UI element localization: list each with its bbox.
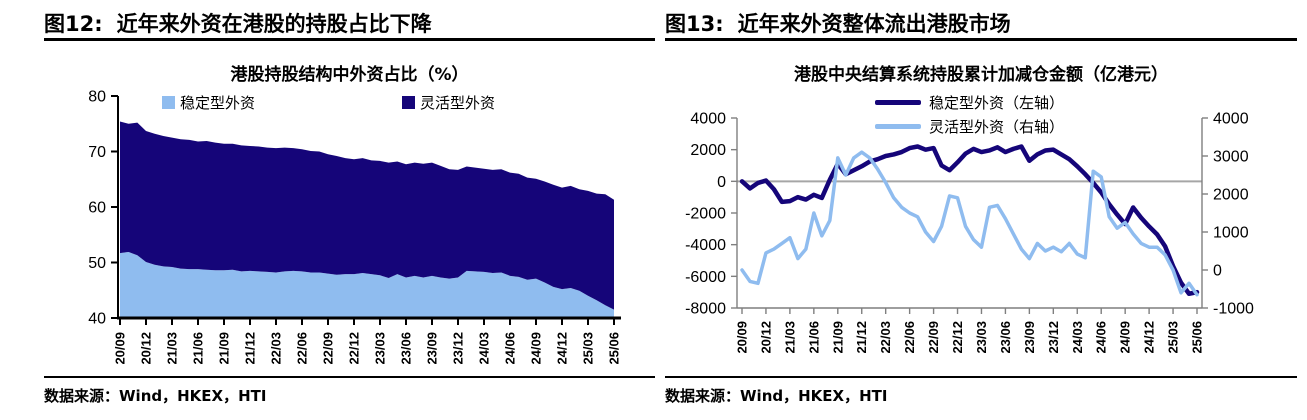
figure-12: 图12: 近年来外资在港股的持股占比下降 港股持股结构中外资占比（%） 稳定型外资… [44,8,655,412]
x-tick-label: 21/12 [243,332,258,365]
figure-13-header: 图13: 近年来外资整体流出港股市场 [665,8,1297,41]
area-flexible-foreign [120,121,614,310]
legend-label: 稳定型外资（左轴） [928,94,1064,112]
x-tick-label: 21/03 [165,332,180,365]
x-tick-label: 24/06 [1094,321,1109,354]
x-tick-label: 21/09 [830,321,845,354]
legend-right: 稳定型外资（左轴） 灵活型外资（右轴） [737,92,1202,137]
figure-13-label: 图13: [665,12,724,36]
legend-square-swatch [162,96,175,109]
legend-label: 灵活型外资（右轴） [928,118,1064,136]
y-tick-label: 80 [88,89,106,106]
line-stable-foreign [739,144,1200,296]
legend-item: 稳定型外资 [162,92,255,113]
x-tick-label: 23/09 [1022,321,1037,354]
x-tick-label: 22/06 [902,321,917,354]
dual-axis-line-chart: 4000 2000 0 -2000 -4000 -6000 -8000 4000 3000 200… [685,111,1254,354]
x-tick-label: 23/09 [425,332,440,365]
right-y-tick-label: 2000 [1213,187,1249,204]
x-tick-label: 24/12 [555,332,570,365]
source-prefix: 数据来源： [44,387,120,405]
x-tick-label: 22/12 [950,321,965,354]
area-stable-foreign [120,251,614,318]
legend-square-swatch [402,96,415,109]
x-tick-label: 24/12 [1142,321,1157,354]
chart-title-right: 港股中央结算系统持股累计加减仓金额（亿港元） [794,65,1168,85]
figure-12-header: 图12: 近年来外资在港股的持股占比下降 [44,8,655,41]
x-tick-label: 22/12 [347,332,362,365]
x-tick-label: 22/06 [295,332,310,365]
x-tick-label: 25/06 [1190,321,1205,354]
x-tick-label: 23/12 [1046,321,1061,354]
x-tick-label: 25/03 [1166,321,1181,354]
left-y-tick-label: -8000 [685,301,726,318]
x-tick-label: 23/06 [399,332,414,365]
source-text: Wind，HKEX，HTI [119,387,267,405]
y-tick-label: 40 [88,311,106,328]
right-y-tick-label: 0 [1213,263,1222,280]
x-tick-label: 23/06 [998,321,1013,354]
left-y-tick-label: 0 [717,174,726,191]
source-prefix: 数据来源： [665,387,741,405]
x-tick-label: 23/12 [451,332,466,365]
x-tick-label: 24/09 [1118,321,1133,354]
legend-left: 稳定型外资 灵活型外资 [44,92,655,112]
figure-13-source: 数据来源：Wind，HKEX，HTI [665,376,1297,412]
figure-13: 图13: 近年来外资整体流出港股市场 港股中央结算系统持股累计加减仓金额（亿港元）… [665,8,1297,412]
legend-item: 灵活型外资 [402,92,495,113]
stacked-area-chart: 80 70 60 50 40 20/09 20/12 21/03 21/06 21/09 21/12… [88,89,622,365]
right-y-tick-label: 3000 [1213,149,1249,166]
left-y-tick-label: 4000 [690,111,726,128]
x-tick-label: 22/09 [321,332,336,365]
left-y-tick-label: 2000 [690,142,726,159]
x-tick-label: 20/09 [735,321,750,354]
x-tick-label: 21/03 [782,321,797,354]
left-y-tick-label: -6000 [685,269,726,286]
legend-label: 稳定型外资 [180,94,256,112]
x-tick-label: 20/12 [758,321,773,354]
y-tick-label: 70 [88,144,106,161]
right-y-tick-label: 1000 [1213,225,1249,242]
x-tick-label: 24/03 [1070,321,1085,354]
left-y-tick-label: -4000 [685,237,726,254]
x-tick-label: 21/12 [854,321,869,354]
line-flexible-foreign [740,150,1199,297]
x-tick-label: 24/09 [529,332,544,365]
x-tick-label: 24/03 [477,332,492,365]
x-tick-label: 24/06 [503,332,518,365]
figure-12-label: 图12: [44,12,103,36]
right-y-tick-label: -1000 [1213,301,1254,318]
y-tick-label: 50 [88,255,106,272]
x-tick-label: 21/06 [191,332,206,365]
x-tick-label: 25/03 [581,332,596,365]
left-y-tick-label: -2000 [685,206,726,223]
x-tick-label: 20/09 [113,332,128,365]
figure-12-title: 近年来外资在港股的持股占比下降 [116,12,432,36]
figure-13-title: 近年来外资整体流出港股市场 [737,12,1011,36]
y-tick-label: 60 [88,200,106,217]
x-tick-label: 20/12 [139,332,154,365]
x-tick-label: 21/06 [806,321,821,354]
chart-title-left: 港股持股结构中外资占比（%） [230,65,469,85]
source-text: Wind，HKEX，HTI [740,387,888,405]
legend-item: 稳定型外资（左轴） [874,92,1064,113]
x-tick-label: 23/03 [373,332,388,365]
x-tick-label: 25/06 [607,332,622,365]
figure-12-source: 数据来源：Wind，HKEX，HTI [44,376,655,412]
legend-label: 灵活型外资 [420,94,496,112]
x-tick-label: 23/03 [974,321,989,354]
x-tick-label: 22/09 [926,321,941,354]
x-tick-label: 22/03 [878,321,893,354]
legend-line-swatch [874,124,921,129]
legend-line-swatch [874,100,921,105]
x-tick-label: 22/03 [269,332,284,365]
x-tick-label: 21/09 [217,332,232,365]
right-y-tick-label: 4000 [1213,111,1249,128]
legend-item: 灵活型外资（右轴） [874,116,1064,137]
